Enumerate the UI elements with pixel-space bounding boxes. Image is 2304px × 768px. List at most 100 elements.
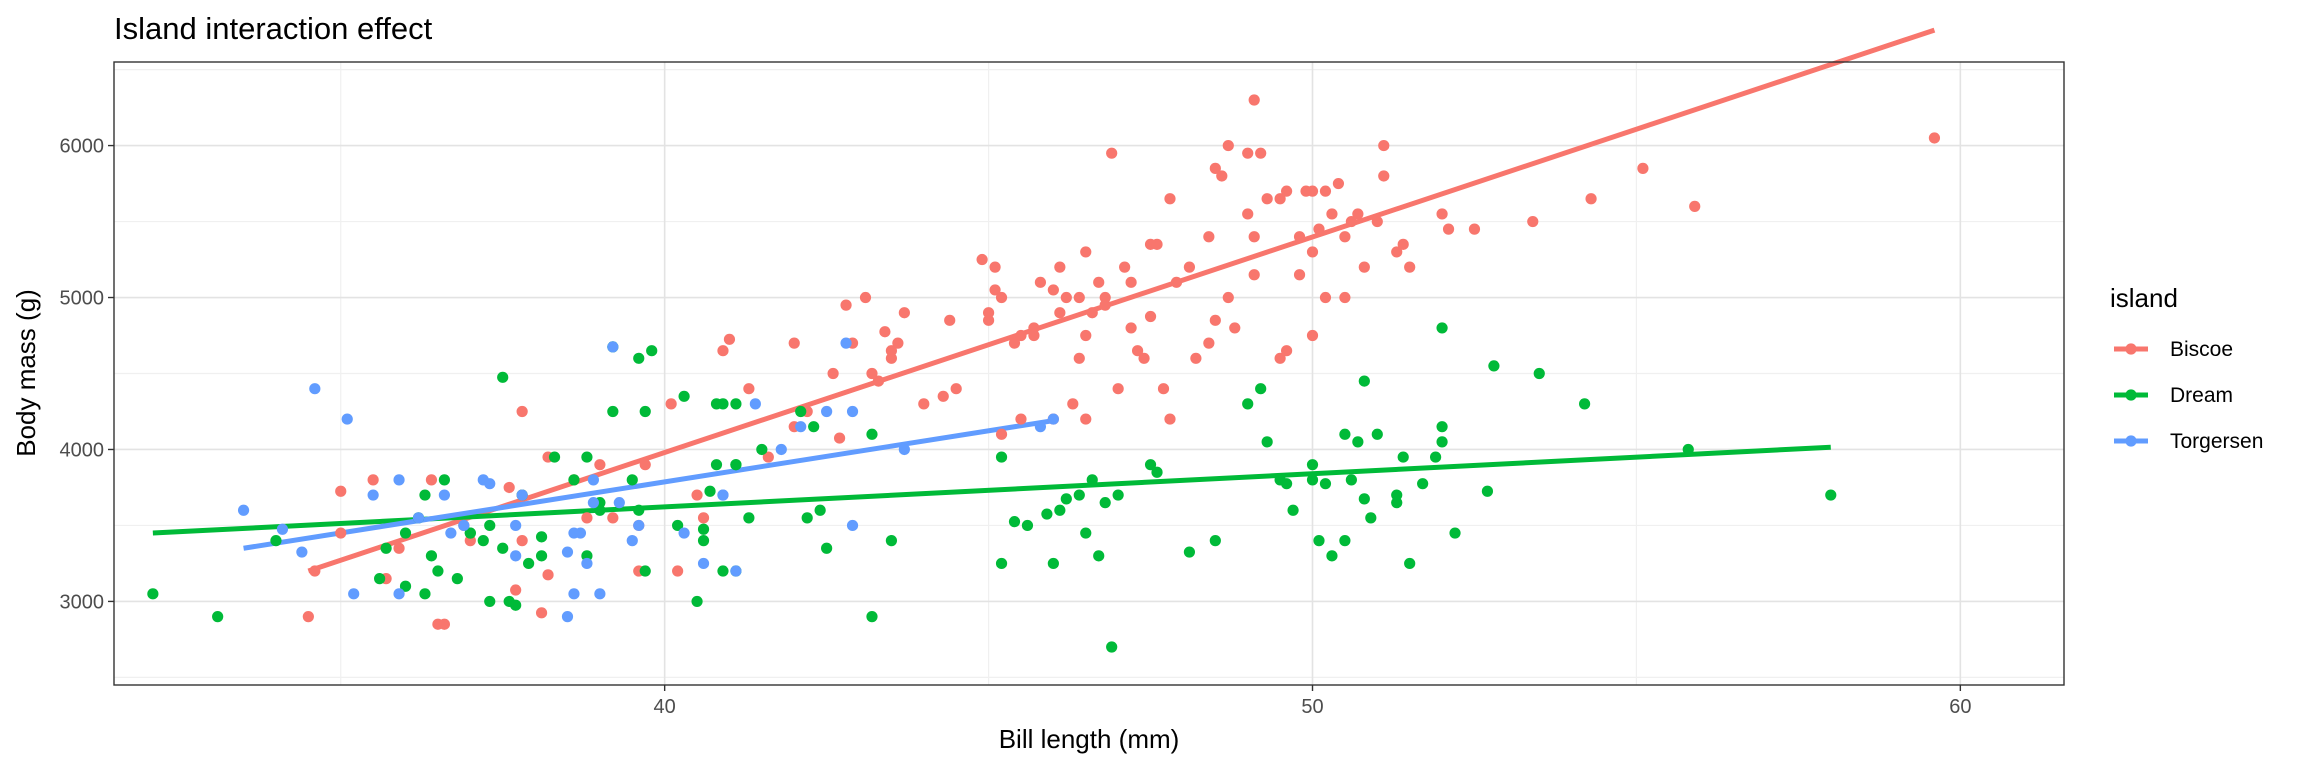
dream-point xyxy=(1054,504,1066,516)
dream-point xyxy=(1352,436,1364,448)
biscoe-point xyxy=(697,512,710,524)
biscoe-point xyxy=(1242,208,1254,220)
dream-point xyxy=(730,398,742,410)
dream-point xyxy=(1449,527,1461,539)
biscoe-point xyxy=(1637,162,1649,174)
dream-point xyxy=(535,550,548,562)
torgersen-point xyxy=(1034,421,1047,433)
torgersen-point xyxy=(846,519,859,532)
biscoe-point xyxy=(1080,329,1092,342)
dream-point xyxy=(1365,512,1377,524)
biscoe-point xyxy=(1222,139,1234,152)
biscoe-point xyxy=(827,367,839,380)
biscoe-point xyxy=(1293,231,1306,243)
dream-point xyxy=(419,489,431,501)
y-tick-label: 4000 xyxy=(60,439,105,461)
biscoe-point xyxy=(1209,314,1221,326)
biscoe-point xyxy=(335,485,347,497)
dream-point xyxy=(1682,443,1694,456)
biscoe-point xyxy=(1442,223,1455,235)
dream-point xyxy=(866,611,878,623)
legend-title: island xyxy=(2110,283,2178,313)
biscoe-point xyxy=(1306,246,1319,258)
dream-point xyxy=(594,504,606,516)
biscoe-point xyxy=(1183,261,1196,273)
torgersen-point xyxy=(510,519,522,532)
biscoe-point xyxy=(982,307,995,319)
biscoe-point xyxy=(1358,261,1370,273)
biscoe-point xyxy=(937,390,949,402)
biscoe-point xyxy=(691,489,703,501)
biscoe-point xyxy=(594,459,606,471)
dream-point xyxy=(1488,360,1500,372)
dream-point xyxy=(808,421,820,433)
biscoe-point xyxy=(885,345,898,357)
torgersen-fit-line xyxy=(243,418,1054,551)
legend-dream-label: Dream xyxy=(2170,384,2233,407)
y-tick-label: 3000 xyxy=(60,591,105,613)
dream-point xyxy=(1112,489,1124,501)
biscoe-point xyxy=(516,535,528,547)
biscoe-point xyxy=(1216,170,1228,182)
biscoe-point xyxy=(1099,299,1111,311)
dream-point xyxy=(626,474,638,486)
dream-point xyxy=(484,519,496,532)
dream-point xyxy=(1086,474,1098,486)
biscoe-point xyxy=(762,451,774,463)
biscoe-point xyxy=(335,527,347,539)
dream-point xyxy=(523,557,535,570)
dream-point xyxy=(1339,428,1351,440)
biscoe-point xyxy=(302,611,314,623)
dream-point xyxy=(1306,474,1319,486)
dream-point xyxy=(633,504,645,516)
biscoe-point xyxy=(1080,246,1092,258)
biscoe-point xyxy=(1008,337,1021,349)
biscoe-point xyxy=(1280,345,1293,357)
dream-point xyxy=(639,405,651,418)
torgersen-point xyxy=(1047,413,1059,425)
dream-point xyxy=(497,542,509,554)
legend-torgersen-marker xyxy=(2125,435,2137,447)
biscoe-point xyxy=(425,474,438,486)
biscoe-point xyxy=(1203,231,1215,243)
legend-biscoe-marker xyxy=(2125,343,2137,355)
chart-title: Island interaction effect xyxy=(114,11,433,46)
biscoe-point xyxy=(918,398,930,410)
dream-point xyxy=(697,535,710,547)
dream-point xyxy=(607,405,619,418)
dream-point xyxy=(885,535,898,547)
dream-point xyxy=(639,565,651,577)
torgersen-point xyxy=(393,474,405,486)
biscoe-point xyxy=(1170,276,1183,288)
dream-point xyxy=(1106,641,1118,653)
y-axis-title: Body mass (g) xyxy=(11,289,41,457)
dream-point xyxy=(710,459,723,471)
biscoe-point xyxy=(1404,261,1416,273)
dream-point xyxy=(1319,478,1332,490)
torgersen-point xyxy=(484,478,496,490)
dream-point xyxy=(672,519,684,532)
biscoe-point xyxy=(1326,208,1338,220)
dream-point xyxy=(821,542,833,554)
biscoe-point xyxy=(1119,261,1131,273)
biscoe-point xyxy=(1047,284,1059,296)
torgersen-point xyxy=(697,557,710,570)
torgersen-point xyxy=(237,504,250,516)
dream-point xyxy=(147,588,159,600)
biscoe-point xyxy=(723,333,736,345)
dream-point xyxy=(1313,535,1325,547)
dream-point xyxy=(1417,478,1429,490)
y-axis-ticks: 3000 4000 5000 6000 xyxy=(60,136,114,613)
biscoe-point xyxy=(976,253,988,266)
dream-point xyxy=(743,512,755,524)
torgersen-point xyxy=(561,611,574,623)
dream-point xyxy=(1371,428,1383,440)
torgersen-point xyxy=(717,489,729,501)
biscoe-point xyxy=(1144,238,1157,250)
biscoe-point xyxy=(1015,413,1027,425)
biscoe-point xyxy=(879,326,891,338)
dream-point xyxy=(995,557,1008,570)
dream-point xyxy=(432,565,444,577)
biscoe-point xyxy=(672,565,684,577)
torgersen-point xyxy=(840,337,852,349)
